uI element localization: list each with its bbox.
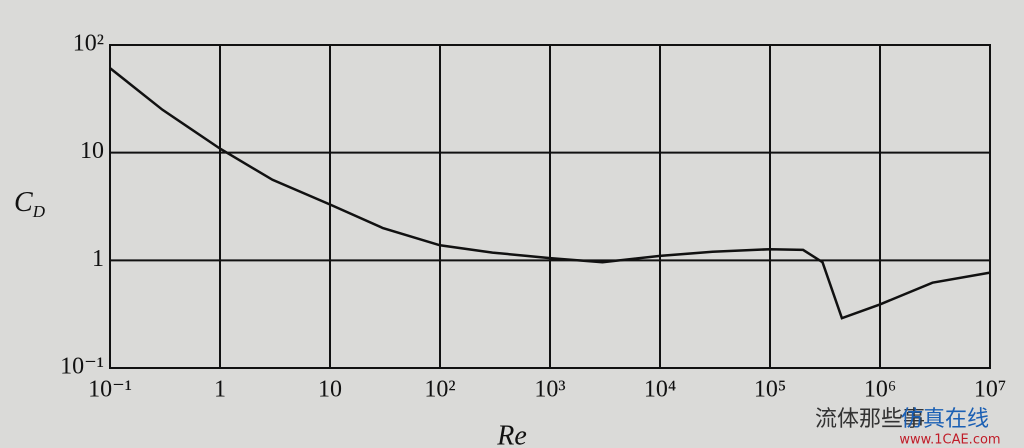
y-axis-label-main: C bbox=[14, 187, 33, 218]
watermark: www.1CAE.com bbox=[899, 433, 1000, 448]
y-tick-label: 10 bbox=[80, 138, 104, 164]
x-tick-label: 10 bbox=[318, 377, 342, 403]
x-tick-label: 10³ bbox=[534, 377, 565, 403]
y-axis-label: CD bbox=[14, 187, 46, 220]
x-tick-label: 1 bbox=[214, 377, 226, 403]
y-tick-label: 1 bbox=[92, 246, 104, 272]
x-tick-label: 10⁵ bbox=[754, 377, 786, 403]
watermark: 仿真在线 bbox=[901, 407, 989, 432]
data-line bbox=[109, 67, 991, 320]
x-tick-label: 10⁴ bbox=[644, 377, 676, 403]
y-tick-label: 10⁻¹ bbox=[60, 354, 104, 380]
x-tick-label: 10⁶ bbox=[864, 377, 896, 403]
x-axis-label: Re bbox=[496, 420, 527, 448]
y-axis-label-sub: D bbox=[32, 202, 46, 221]
x-tick-label: 10⁻¹ bbox=[88, 377, 132, 403]
plot-frame bbox=[109, 44, 991, 369]
watermark: 流体那些事 bbox=[815, 407, 925, 432]
x-tick-label: 10² bbox=[424, 377, 455, 403]
x-tick-label: 10⁷ bbox=[974, 377, 1006, 403]
y-tick-label: 10² bbox=[73, 31, 104, 57]
